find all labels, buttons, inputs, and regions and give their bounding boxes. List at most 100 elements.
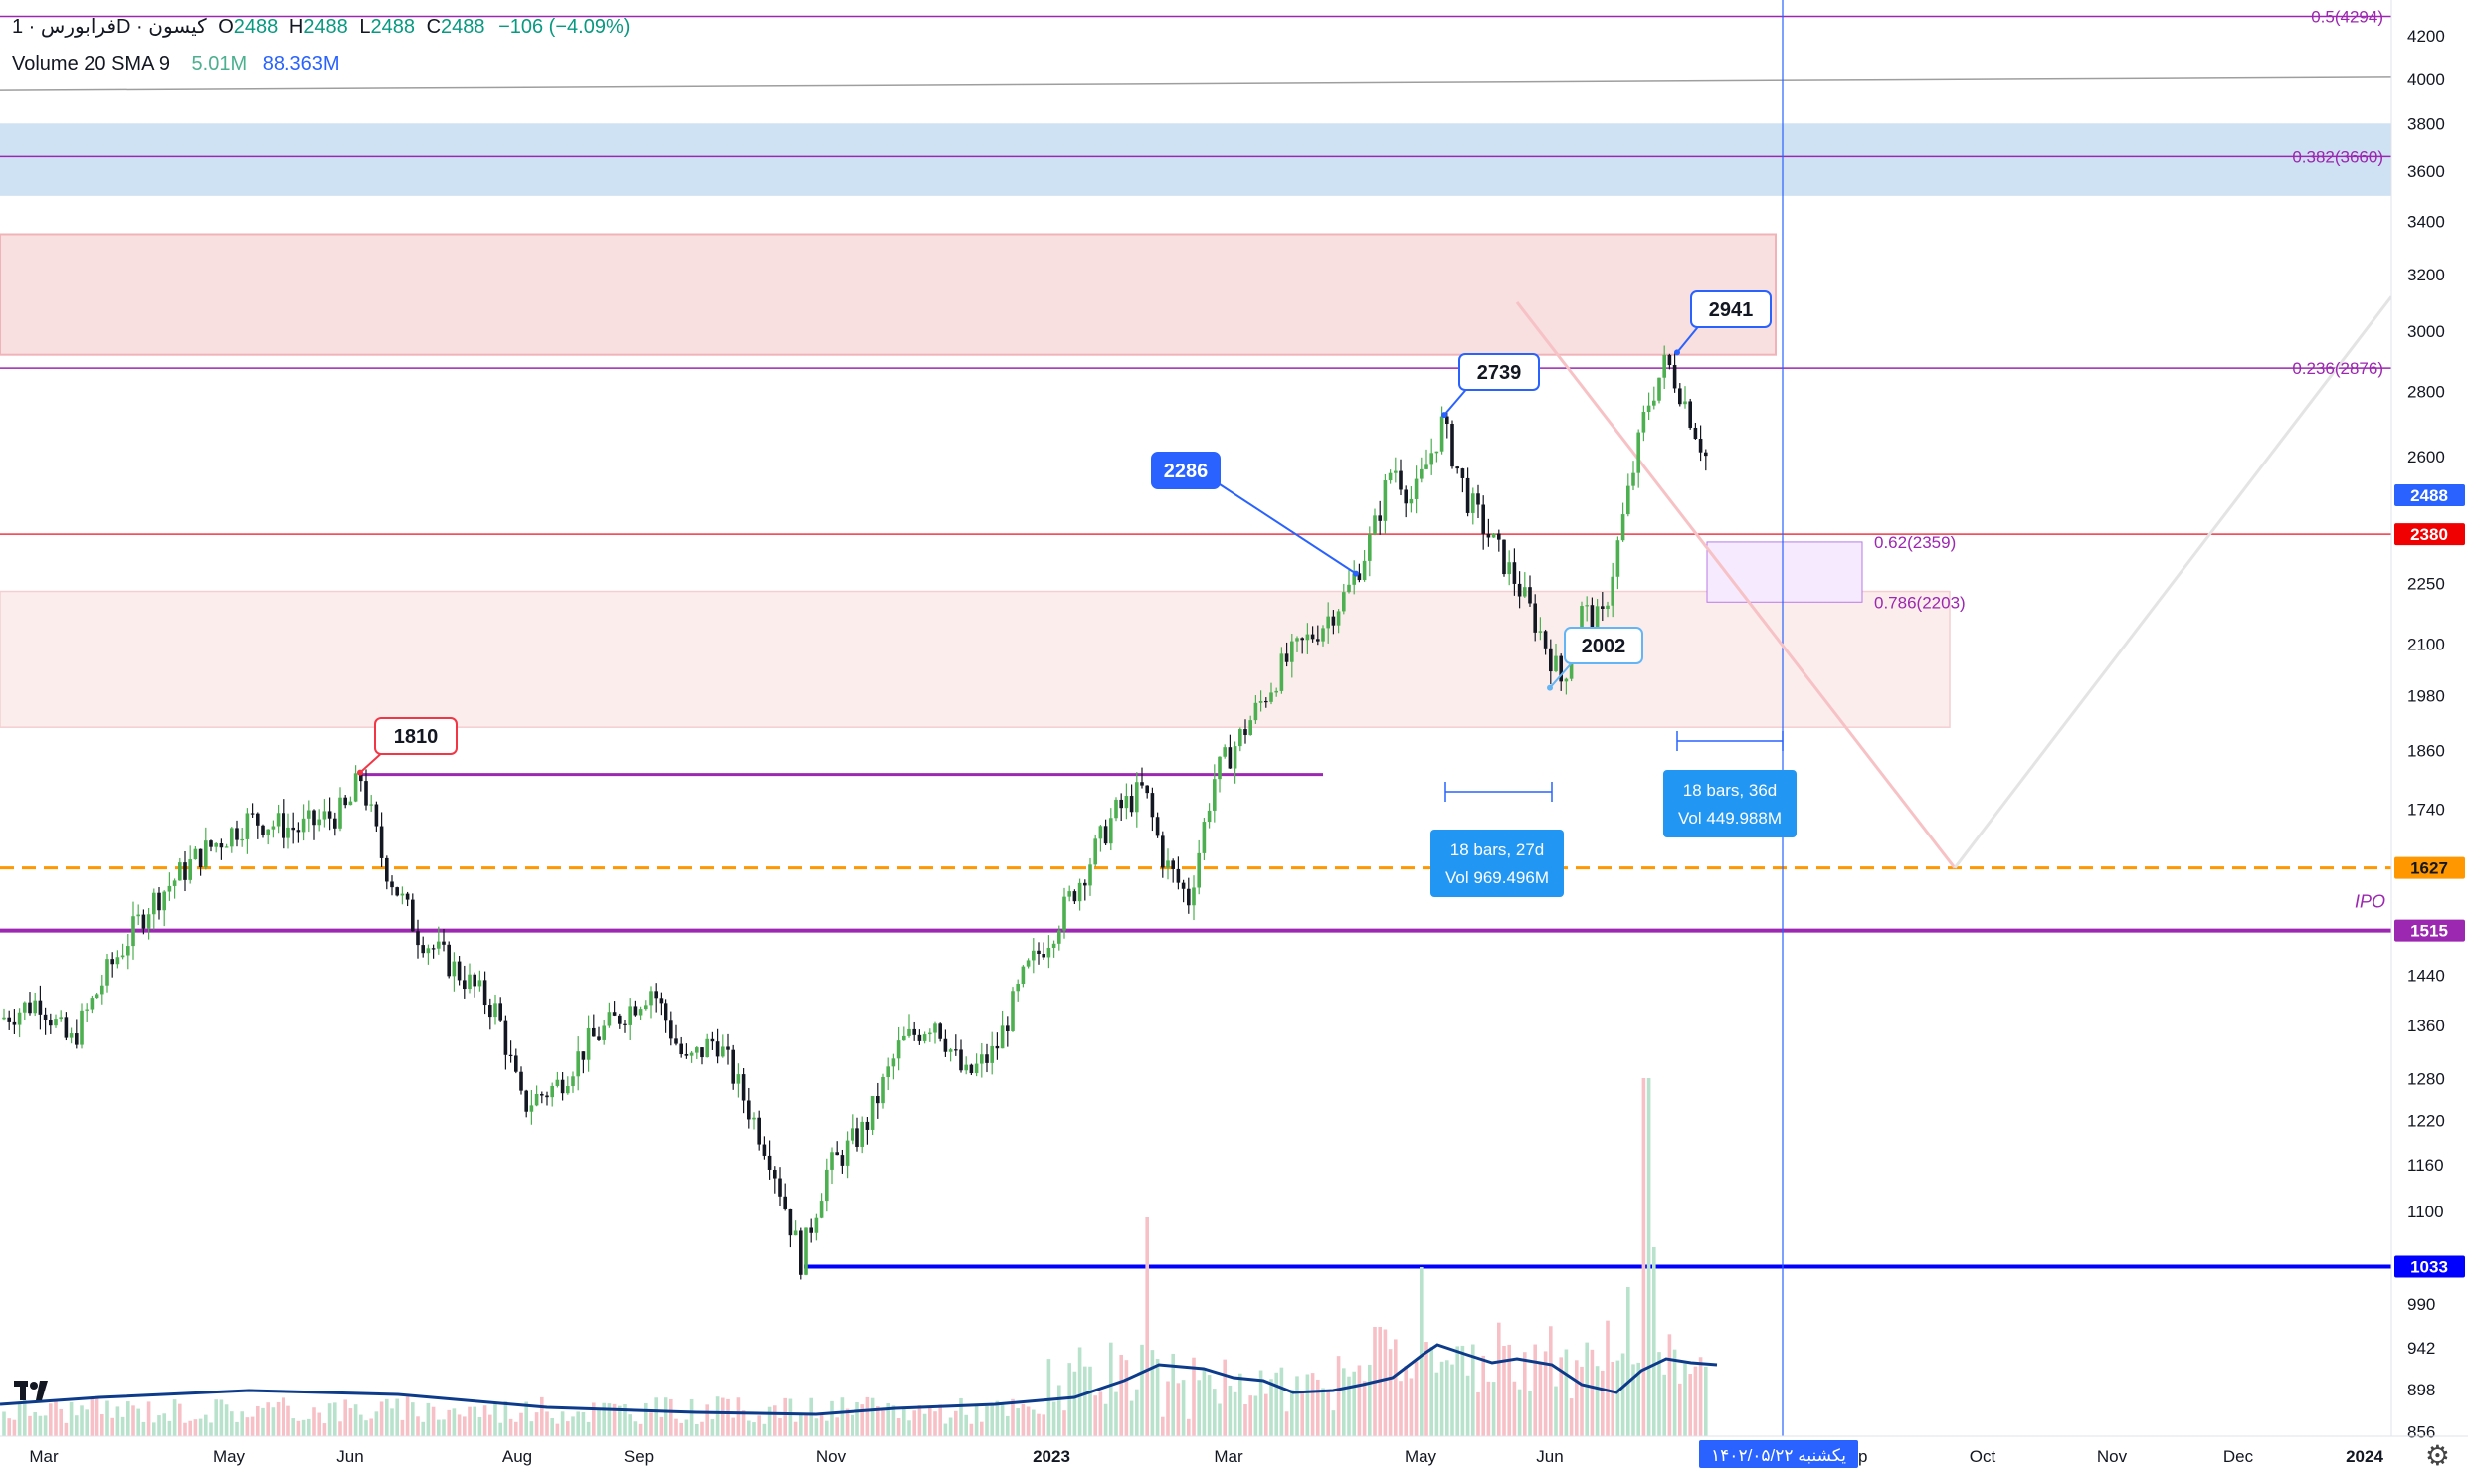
candle-body: [902, 1035, 906, 1041]
candle-body: [1109, 818, 1113, 844]
volume-bar: [1517, 1389, 1522, 1436]
projection-line-up[interactable]: [1953, 295, 2393, 869]
volume-bar: [907, 1420, 911, 1436]
callout-pointer: [1219, 483, 1357, 575]
volume-label[interactable]: Volume 20 SMA 9: [12, 53, 170, 75]
volume-bar: [902, 1408, 906, 1436]
candle-body: [581, 1051, 586, 1060]
volume-bar: [286, 1405, 290, 1436]
supply-zone-upper[interactable]: [0, 233, 1777, 356]
volume-bar: [1129, 1400, 1134, 1436]
candle-body: [1704, 452, 1708, 457]
candle-body: [1228, 747, 1233, 769]
candle-body: [1274, 690, 1278, 693]
candle-body: [1601, 606, 1605, 609]
candle-body: [157, 892, 161, 911]
candle-body: [1507, 562, 1511, 575]
candle-body: [545, 1095, 549, 1098]
candle-body: [1641, 412, 1646, 433]
gear-icon[interactable]: ⚙: [2424, 1440, 2450, 1471]
volume-bar: [529, 1421, 534, 1436]
volume-bar: [1569, 1398, 1574, 1436]
volume-bar: [219, 1399, 224, 1436]
callout-label: 2941: [1709, 299, 1754, 321]
volume-bar: [1150, 1350, 1155, 1436]
volume-bar: [38, 1415, 43, 1436]
volume-bar: [964, 1414, 968, 1436]
volume-bar: [261, 1407, 265, 1436]
volume-bar: [1093, 1395, 1097, 1436]
volume-bar: [519, 1412, 523, 1436]
candle-body: [876, 1096, 880, 1104]
retracement-zone[interactable]: [1706, 541, 1863, 603]
symbol-name[interactable]: فرابورس · 1D · کیسون: [12, 16, 207, 38]
volume-bar: [705, 1404, 709, 1436]
resistance-zone-blue[interactable]: [0, 123, 2391, 196]
demand-zone[interactable]: [0, 590, 1951, 728]
volume-bar: [1269, 1379, 1273, 1436]
callout-box[interactable]: [1690, 290, 1772, 328]
callout-box[interactable]: [1564, 627, 1643, 664]
candle-body: [1253, 702, 1258, 721]
candle-body: [633, 1006, 638, 1016]
volume-bar: [1336, 1356, 1341, 1436]
candle-body: [793, 1230, 798, 1236]
volume-bar: [985, 1405, 989, 1436]
candle-body: [230, 828, 234, 847]
volume-bar: [1394, 1339, 1398, 1436]
date-badge-label: یکشنبه ۱۴۰۲/۰۵/۲۲: [1711, 1446, 1846, 1465]
price-tick-label: 3200: [2407, 266, 2445, 284]
projection-line-down[interactable]: [1515, 301, 1957, 869]
candle-body: [1564, 678, 1569, 682]
callout-anchor: [1353, 570, 1359, 577]
volume-bar: [1274, 1372, 1278, 1436]
volume-bar: [752, 1422, 756, 1436]
candle-body: [1119, 799, 1123, 809]
volume-bar: [1646, 1078, 1651, 1436]
volume-bar: [1585, 1342, 1589, 1436]
volume-bar: [296, 1420, 301, 1436]
volume-bar: [1109, 1342, 1113, 1436]
volume-bar: [741, 1410, 746, 1436]
price-tick-label: 4200: [2407, 27, 2445, 46]
candle-body: [1538, 631, 1543, 633]
price-tick-label: 3600: [2407, 162, 2445, 181]
candle-body: [1399, 470, 1403, 490]
callout-anchor: [357, 769, 363, 776]
volume-bar: [17, 1402, 22, 1436]
candle-body: [560, 1079, 565, 1094]
callout-box[interactable]: [1151, 452, 1221, 489]
candle-body: [261, 825, 265, 835]
price-tick-label: 1160: [2407, 1156, 2444, 1175]
candle-body: [1006, 1025, 1010, 1031]
volume-bar: [416, 1416, 420, 1436]
callout-anchor: [1547, 684, 1553, 691]
volume-bar: [1192, 1357, 1196, 1436]
candle-body: [38, 1000, 43, 1015]
volume-bar: [855, 1401, 859, 1436]
volume-bar: [1213, 1389, 1217, 1436]
volume-bar: [638, 1423, 643, 1436]
candle-body: [1021, 966, 1026, 985]
candle-body: [1258, 700, 1263, 703]
volume-bar: [1207, 1375, 1212, 1436]
tradingview-logo[interactable]: [12, 1377, 64, 1420]
time-tick-label: 2024: [2346, 1447, 2383, 1466]
volume-bar: [421, 1421, 425, 1436]
volume-bar: [69, 1401, 74, 1436]
callout-box[interactable]: [374, 717, 458, 755]
candle-body: [597, 1036, 601, 1040]
trend-line-grey[interactable]: [0, 76, 2392, 91]
volume-bar: [700, 1421, 704, 1436]
candle-body: [498, 1003, 502, 1021]
measure-box[interactable]: [1663, 770, 1797, 837]
volume-bar: [498, 1422, 502, 1436]
volume-bar: [845, 1408, 850, 1436]
callout-box[interactable]: [1458, 353, 1540, 391]
volume-bar: [12, 1419, 17, 1436]
measure-box[interactable]: [1430, 830, 1564, 897]
volume-bar: [1258, 1370, 1263, 1436]
candle-body: [224, 846, 229, 848]
candle-body: [1284, 653, 1289, 662]
